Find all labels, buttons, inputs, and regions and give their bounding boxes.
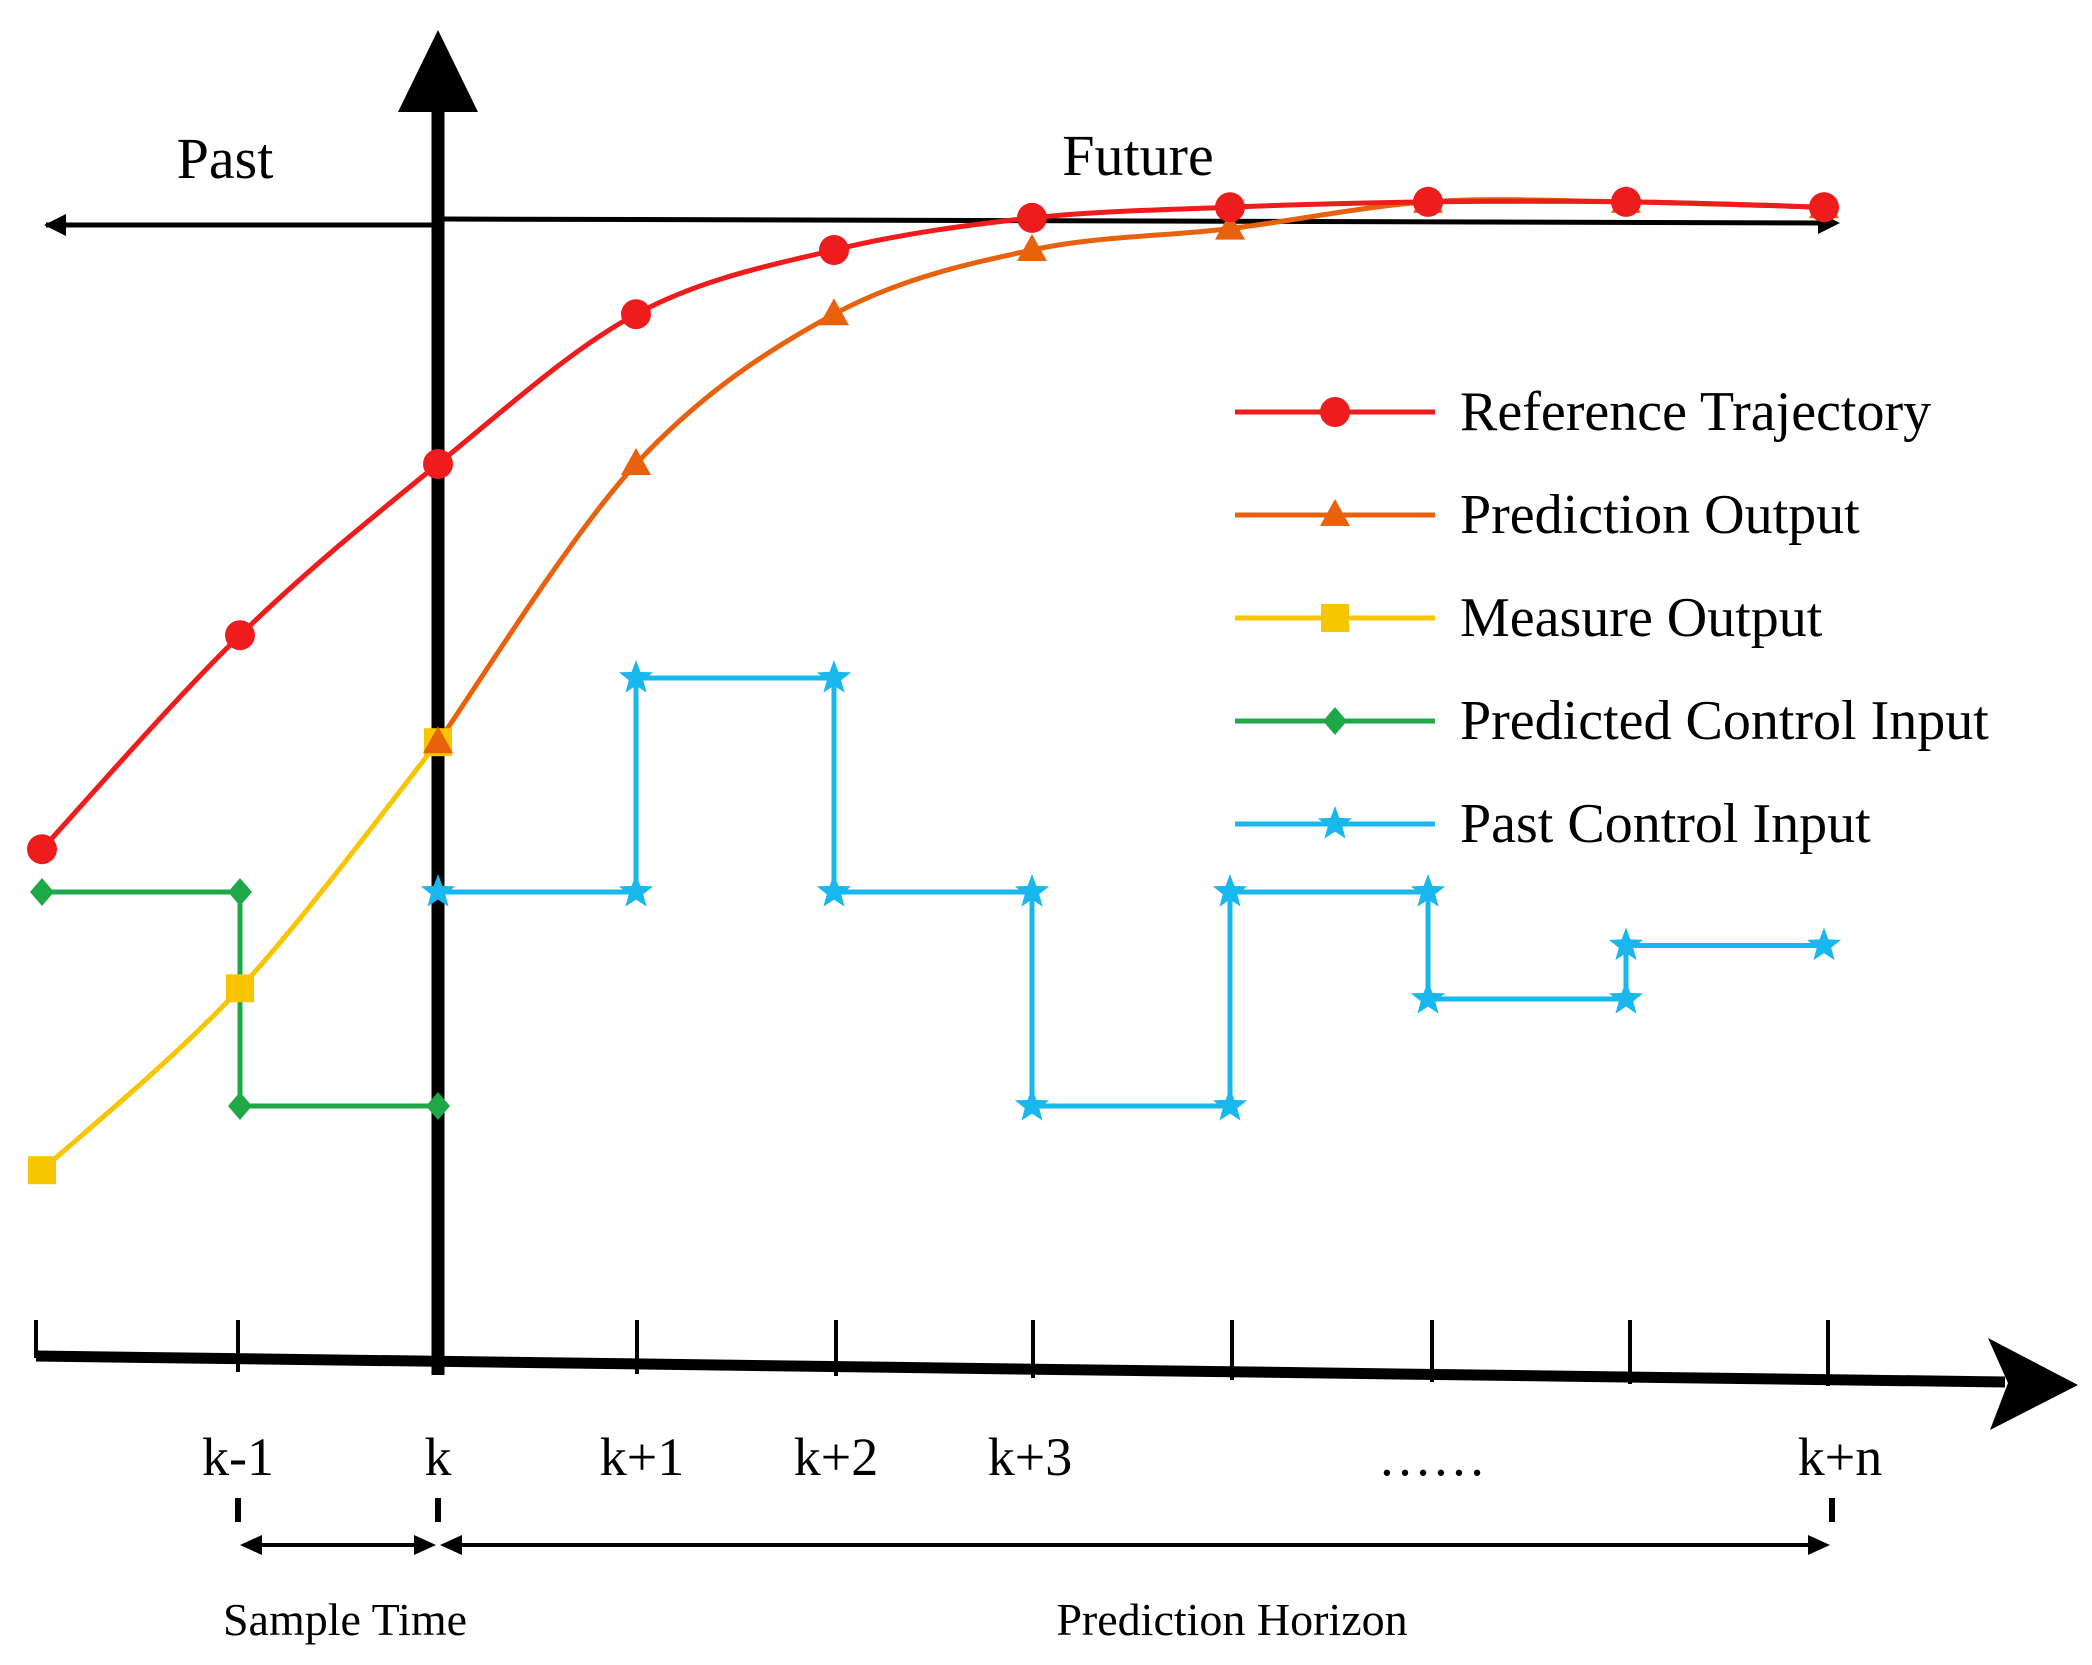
marker-layer: [27, 185, 1842, 1185]
legend-item-predicted-control-input: Predicted Control Input: [1235, 690, 1989, 752]
sample-time-label: Sample Time: [223, 1594, 467, 1645]
data-point-prediction-output: [621, 448, 651, 475]
past-arrow-head: [44, 214, 66, 236]
legend-item-measure-output: Measure Output: [1235, 587, 1823, 649]
data-point-past-control-input: [1212, 1088, 1248, 1121]
legend-marker-circle: [1320, 397, 1350, 427]
future-label: Future: [1062, 123, 1213, 188]
data-point-measure-output: [28, 1156, 56, 1185]
legend-item-reference-trajectory: Reference Trajectory: [1235, 381, 1931, 443]
sample-time-arrow-head-right: [414, 1535, 436, 1555]
past-label: Past: [177, 126, 274, 191]
data-point-reference-trajectory: [819, 235, 849, 265]
prediction-horizon-arrow-head-left: [440, 1535, 462, 1555]
data-point-past-control-input: [618, 874, 654, 907]
legend-label: Past Control Input: [1460, 793, 1871, 855]
time-axis-arrow-head: [1988, 1338, 2078, 1430]
data-point-prediction-output: [423, 726, 453, 754]
data-point-past-control-input: [816, 660, 852, 693]
data-point-reference-trajectory: [27, 834, 57, 865]
data-point-reference-trajectory: [1017, 202, 1047, 233]
data-point-reference-trajectory: [1611, 186, 1641, 217]
data-point-prediction-output: [1215, 212, 1245, 240]
span-guides: [235, 1498, 1835, 1522]
future-arrow: [441, 216, 1833, 226]
legend-marker-star: [1317, 806, 1353, 839]
data-point-predicted-control-input: [426, 1092, 450, 1120]
data-point-past-control-input: [618, 660, 654, 693]
data-point-past-control-input: [1014, 1088, 1050, 1121]
data-point-past-control-input: [1608, 981, 1644, 1014]
data-point-reference-trajectory: [1413, 186, 1443, 217]
present-axis-arrow-head: [398, 30, 478, 112]
series-line-reference-trajectory: [40, 198, 1825, 851]
data-point-reference-trajectory: [1215, 192, 1245, 223]
data-point-prediction-output: [819, 298, 849, 326]
legend-label: Reference Trajectory: [1460, 381, 1931, 443]
tick-label-k+3: k+3: [988, 1427, 1072, 1487]
sample-time-arrow-head-left: [240, 1535, 262, 1555]
tick-label-k+n: k+n: [1798, 1427, 1882, 1487]
data-point-reference-trajectory: [225, 620, 255, 651]
legend-marker-triangle: [1320, 499, 1350, 526]
tick-label-ellipsis: ……: [1378, 1427, 1486, 1487]
data-point-measure-output: [226, 974, 254, 1003]
series-layer: [40, 197, 1825, 1173]
data-point-reference-trajectory: [1809, 192, 1839, 223]
legend-item-past-control-input: Past Control Input: [1235, 793, 1871, 855]
tick-label-k+1: k+1: [600, 1427, 684, 1487]
time-axis: [35, 1350, 2006, 1388]
data-point-reference-trajectory: [423, 449, 453, 479]
data-point-past-control-input: [1212, 874, 1248, 907]
data-point-past-control-input: [1608, 927, 1644, 961]
axis-ticks: [34, 1320, 1830, 1386]
data-point-prediction-output: [1017, 234, 1047, 261]
data-point-past-control-input: [1410, 874, 1446, 907]
data-point-reference-trajectory: [621, 299, 651, 330]
tick-label-k-1: k-1: [202, 1427, 274, 1487]
data-point-past-control-input: [1410, 981, 1446, 1014]
legend-marker-square: [1321, 604, 1349, 632]
tick-label-k+2: k+2: [794, 1427, 878, 1487]
legend-label: Predicted Control Input: [1460, 690, 1989, 752]
legend-marker-diamond: [1323, 707, 1347, 735]
data-point-past-control-input: [1014, 874, 1050, 907]
data-point-predicted-control-input: [228, 878, 252, 906]
prediction-horizon-label: Prediction Horizon: [1056, 1594, 1407, 1645]
prediction-horizon-arrow-head-right: [1808, 1535, 1830, 1555]
data-point-past-control-input: [420, 874, 456, 907]
data-point-past-control-input: [1806, 927, 1842, 961]
legend-label: Prediction Output: [1460, 484, 1860, 546]
data-point-predicted-control-input: [228, 1092, 252, 1120]
legend-item-prediction-output: Prediction Output: [1235, 484, 1860, 546]
legend: Reference Trajectory Prediction Output Mea…: [1235, 381, 1989, 855]
series-line-past-control-input: [438, 675, 1824, 1109]
legend-label: Measure Output: [1460, 587, 1823, 649]
tick-label-k: k: [425, 1427, 452, 1487]
data-point-past-control-input: [816, 874, 852, 907]
data-point-predicted-control-input: [30, 878, 54, 906]
